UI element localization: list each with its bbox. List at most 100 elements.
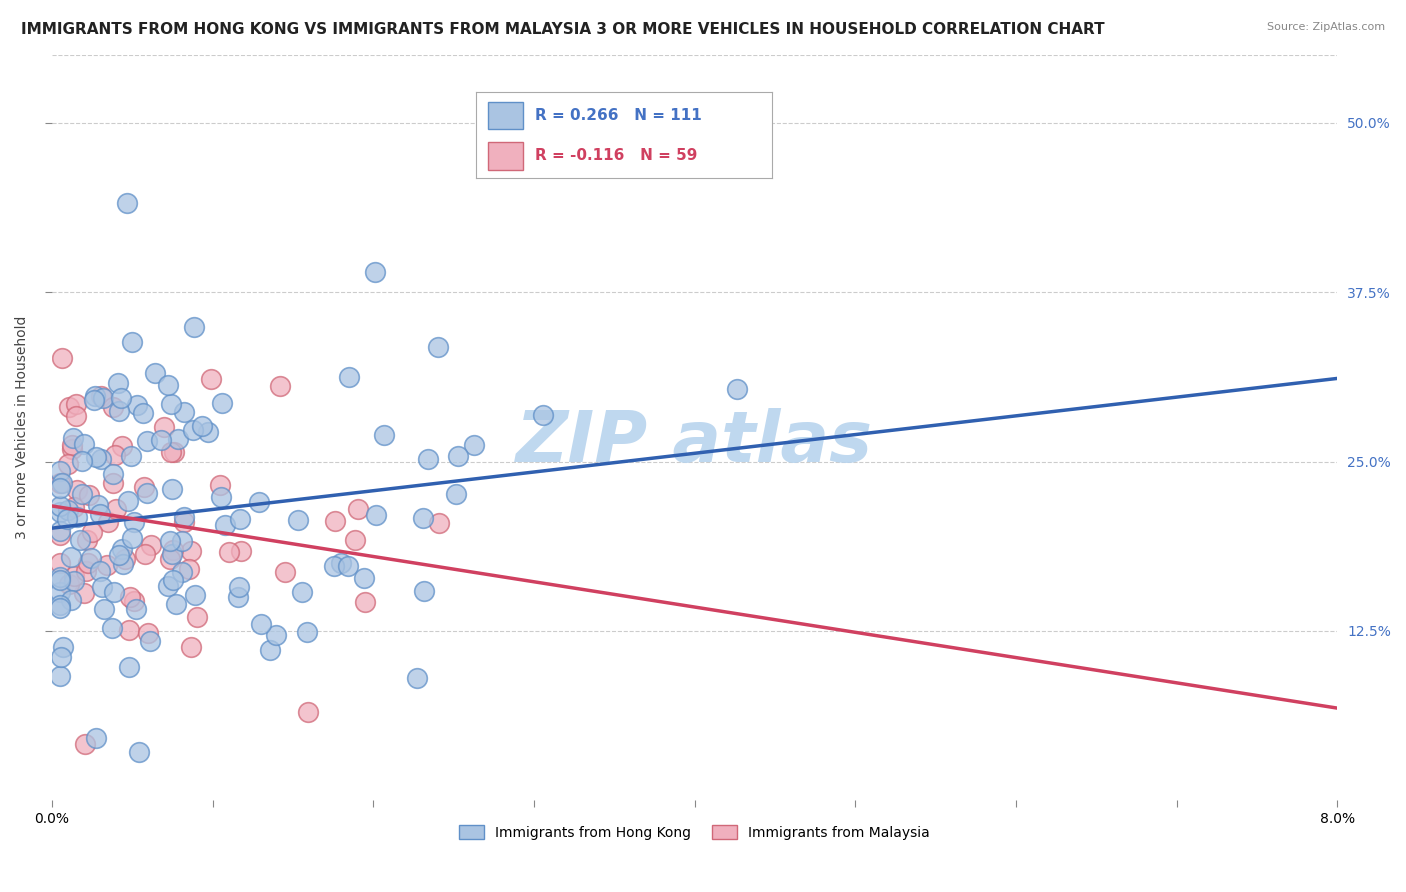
Point: [531, 408, 554, 422]
Point: [160, 445, 183, 459]
Point: [70, 487, 93, 501]
Point: [132, 406, 155, 420]
Text: ZIP atlas: ZIP atlas: [516, 408, 873, 477]
Point: [49, 475, 72, 490]
Point: [209, 490, 232, 504]
Point: [200, 372, 222, 386]
Point: [76, 533, 98, 548]
Point: [347, 502, 370, 516]
Point: [117, 493, 139, 508]
Point: [259, 643, 281, 657]
Point: [49, 598, 72, 612]
Point: [186, 610, 208, 624]
Point: [463, 438, 485, 452]
Point: [101, 621, 124, 635]
Point: [108, 548, 131, 562]
Point: [82, 525, 104, 540]
Point: [159, 551, 181, 566]
Point: [101, 467, 124, 481]
Point: [121, 531, 143, 545]
Point: [60, 438, 83, 452]
Point: [166, 432, 188, 446]
Point: [118, 623, 141, 637]
Point: [128, 745, 150, 759]
Point: [84, 450, 107, 465]
Point: [51, 649, 73, 664]
Point: [725, 382, 748, 396]
Point: [162, 543, 184, 558]
Point: [76, 556, 98, 570]
Point: [122, 515, 145, 529]
Point: [66, 509, 89, 524]
Point: [91, 580, 114, 594]
Point: [91, 391, 114, 405]
Point: [330, 556, 353, 570]
Point: [353, 570, 375, 584]
Point: [226, 590, 249, 604]
Text: Source: ZipAtlas.com: Source: ZipAtlas.com: [1267, 22, 1385, 32]
Point: [73, 586, 96, 600]
Point: [63, 500, 86, 515]
Point: [77, 488, 100, 502]
Point: [143, 366, 166, 380]
Point: [118, 660, 141, 674]
Point: [426, 340, 449, 354]
Point: [366, 508, 388, 523]
Point: [63, 574, 86, 588]
Point: [447, 450, 470, 464]
Point: [87, 498, 110, 512]
Point: [250, 616, 273, 631]
Point: [136, 486, 159, 500]
Point: [228, 580, 250, 594]
Point: [101, 400, 124, 414]
Point: [65, 397, 87, 411]
Point: [111, 558, 134, 572]
Point: [141, 538, 163, 552]
Point: [124, 594, 146, 608]
Point: [93, 602, 115, 616]
Point: [173, 515, 195, 529]
Point: [157, 578, 180, 592]
Point: [49, 505, 72, 519]
Point: [170, 533, 193, 548]
Legend: Immigrants from Hong Kong, Immigrants from Malaysia: Immigrants from Hong Kong, Immigrants fr…: [454, 820, 935, 846]
Point: [211, 396, 233, 410]
Point: [134, 480, 156, 494]
Point: [111, 541, 134, 556]
Point: [62, 431, 84, 445]
Point: [72, 453, 94, 467]
Point: [214, 518, 236, 533]
Text: IMMIGRANTS FROM HONG KONG VS IMMIGRANTS FROM MALAYSIA 3 OR MORE VEHICLES IN HOUS: IMMIGRANTS FROM HONG KONG VS IMMIGRANTS …: [21, 22, 1105, 37]
Point: [75, 564, 97, 578]
Point: [165, 597, 187, 611]
Point: [121, 450, 143, 464]
Point: [295, 625, 318, 640]
Point: [136, 626, 159, 640]
Point: [125, 602, 148, 616]
Point: [181, 423, 204, 437]
Point: [49, 668, 72, 682]
Point: [60, 442, 83, 456]
Point: [197, 425, 219, 440]
Point: [66, 483, 89, 497]
Point: [337, 370, 360, 384]
Point: [180, 640, 202, 654]
Point: [49, 601, 72, 615]
Point: [49, 500, 72, 514]
Point: [274, 565, 297, 579]
Point: [446, 487, 468, 501]
Point: [172, 565, 194, 579]
Point: [121, 335, 143, 350]
Point: [49, 524, 72, 539]
Point: [323, 514, 346, 528]
Point: [73, 737, 96, 751]
Point: [108, 403, 131, 417]
Point: [49, 528, 72, 542]
Point: [101, 476, 124, 491]
Point: [127, 398, 149, 412]
Point: [184, 589, 207, 603]
Point: [373, 427, 395, 442]
Point: [160, 482, 183, 496]
Point: [65, 409, 87, 423]
Point: [159, 533, 181, 548]
